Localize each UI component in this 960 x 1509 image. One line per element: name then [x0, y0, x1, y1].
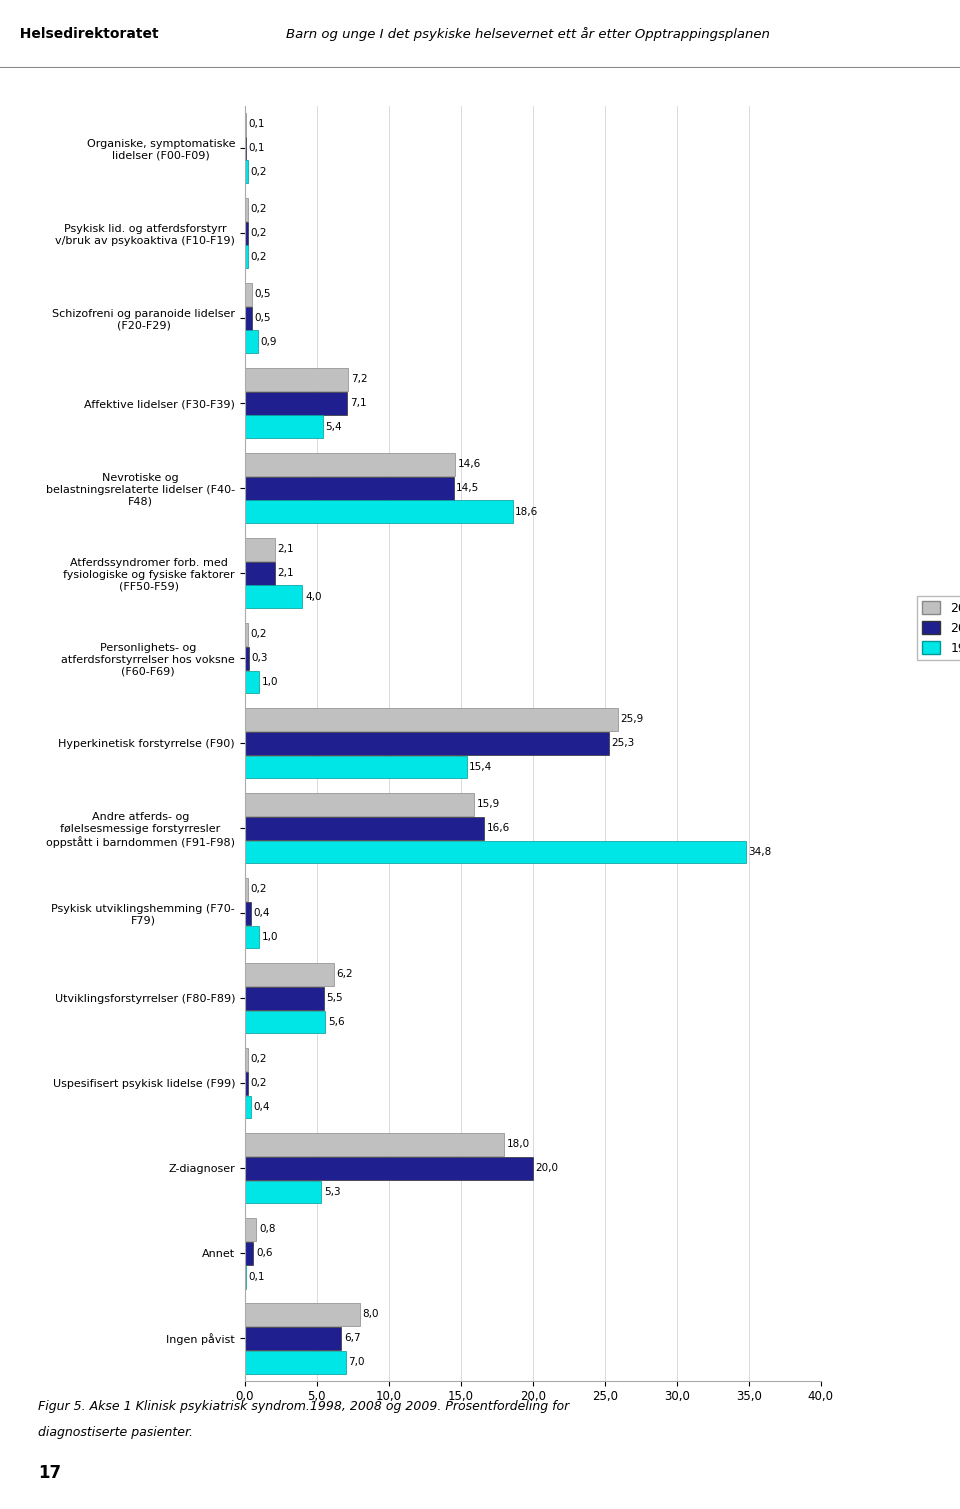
Text: 18,6: 18,6 — [516, 507, 539, 518]
Bar — [245, 1326, 342, 1349]
Text: 0,8: 0,8 — [259, 1224, 276, 1234]
Bar — [245, 415, 323, 439]
Text: 7,1: 7,1 — [349, 398, 367, 407]
Bar — [245, 282, 252, 306]
Bar — [245, 1071, 248, 1094]
Text: 16,6: 16,6 — [487, 824, 510, 833]
Bar — [245, 160, 248, 184]
Bar — [245, 1096, 251, 1118]
Text: 17: 17 — [38, 1464, 61, 1482]
Text: 0,2: 0,2 — [251, 204, 267, 214]
Text: 14,6: 14,6 — [458, 459, 481, 469]
Text: 6,2: 6,2 — [337, 969, 353, 979]
Text: 0,2: 0,2 — [251, 629, 267, 640]
Bar — [245, 585, 302, 608]
Bar — [245, 1266, 246, 1289]
Text: 0,1: 0,1 — [249, 1272, 265, 1283]
Bar — [245, 1351, 346, 1373]
Bar — [245, 987, 324, 1010]
Text: 0,2: 0,2 — [251, 1079, 267, 1088]
Bar — [245, 222, 248, 244]
Text: 0,5: 0,5 — [254, 314, 271, 323]
Bar — [245, 792, 474, 816]
Text: 1,0: 1,0 — [262, 933, 278, 942]
Bar — [245, 732, 609, 754]
Text: 0,1: 0,1 — [249, 119, 265, 130]
Bar — [245, 1180, 321, 1204]
Text: 7,2: 7,2 — [351, 374, 368, 385]
Text: 0,4: 0,4 — [253, 1102, 270, 1112]
Text: Figur 5. Akse 1 Klinisk psykiatrisk syndrom.1998, 2008 og 2009. Prosentfordeling: Figur 5. Akse 1 Klinisk psykiatrisk synd… — [38, 1400, 569, 1414]
Bar — [245, 306, 252, 329]
Text: 7,0: 7,0 — [348, 1357, 365, 1367]
Text: 20,0: 20,0 — [536, 1163, 559, 1172]
Bar — [245, 708, 618, 730]
Bar — [245, 670, 259, 694]
Text: Helsedirektoratet: Helsedirektoratet — [10, 27, 158, 41]
Text: 0,2: 0,2 — [251, 228, 267, 238]
Text: 5,6: 5,6 — [328, 1017, 345, 1028]
Text: 2,1: 2,1 — [277, 569, 295, 578]
Bar — [245, 501, 513, 524]
Text: 0,2: 0,2 — [251, 884, 267, 895]
Bar — [245, 756, 467, 779]
Text: Barn og unge I det psykiske helsevernet ett år etter Opptrappingsplanen: Barn og unge I det psykiske helsevernet … — [286, 27, 770, 41]
Text: 0,1: 0,1 — [249, 143, 265, 152]
Bar — [245, 537, 276, 561]
Text: 0,9: 0,9 — [260, 337, 276, 347]
Bar — [245, 1011, 325, 1034]
Bar — [245, 368, 348, 391]
Text: 18,0: 18,0 — [507, 1139, 530, 1150]
Text: 0,2: 0,2 — [251, 1055, 267, 1064]
Legend: 2009, 2008, 1998: 2009, 2008, 1998 — [917, 596, 960, 659]
Text: 15,4: 15,4 — [469, 762, 492, 773]
Bar — [245, 623, 248, 646]
Text: 25,3: 25,3 — [612, 738, 635, 748]
Bar — [245, 816, 484, 839]
Bar — [245, 902, 251, 925]
Bar — [245, 113, 246, 136]
Text: 8,0: 8,0 — [363, 1310, 379, 1319]
Text: 0,2: 0,2 — [251, 252, 267, 263]
Bar — [245, 1242, 253, 1265]
Bar — [245, 477, 454, 499]
Text: 0,5: 0,5 — [254, 290, 271, 299]
Bar — [245, 841, 746, 863]
Bar — [245, 1133, 504, 1156]
Text: 5,5: 5,5 — [326, 993, 344, 1003]
Text: 4,0: 4,0 — [305, 592, 322, 602]
Text: 25,9: 25,9 — [620, 714, 643, 724]
Text: 0,2: 0,2 — [251, 167, 267, 177]
Bar — [245, 1302, 360, 1326]
Text: 5,4: 5,4 — [325, 423, 342, 432]
Text: 34,8: 34,8 — [749, 847, 772, 857]
Text: 0,6: 0,6 — [256, 1248, 273, 1259]
Text: 14,5: 14,5 — [456, 483, 479, 493]
Text: 1,0: 1,0 — [262, 678, 278, 687]
Bar — [245, 1157, 533, 1180]
Bar — [245, 137, 246, 160]
Bar — [245, 198, 248, 220]
Text: 15,9: 15,9 — [476, 800, 499, 809]
Bar — [245, 330, 257, 353]
Text: 0,3: 0,3 — [252, 653, 268, 662]
Text: diagnostiserte pasienter.: diagnostiserte pasienter. — [38, 1426, 193, 1440]
Bar — [245, 246, 248, 269]
Bar — [245, 392, 348, 415]
Text: 2,1: 2,1 — [277, 545, 295, 554]
Text: 0,4: 0,4 — [253, 908, 270, 917]
Bar — [245, 561, 276, 584]
Bar — [245, 453, 455, 475]
Bar — [245, 1047, 248, 1071]
Bar — [245, 647, 250, 670]
Bar — [245, 1218, 256, 1240]
Text: 5,3: 5,3 — [324, 1188, 341, 1197]
Bar — [245, 878, 248, 901]
Text: 6,7: 6,7 — [344, 1334, 361, 1343]
Bar — [245, 963, 334, 985]
Bar — [245, 925, 259, 949]
